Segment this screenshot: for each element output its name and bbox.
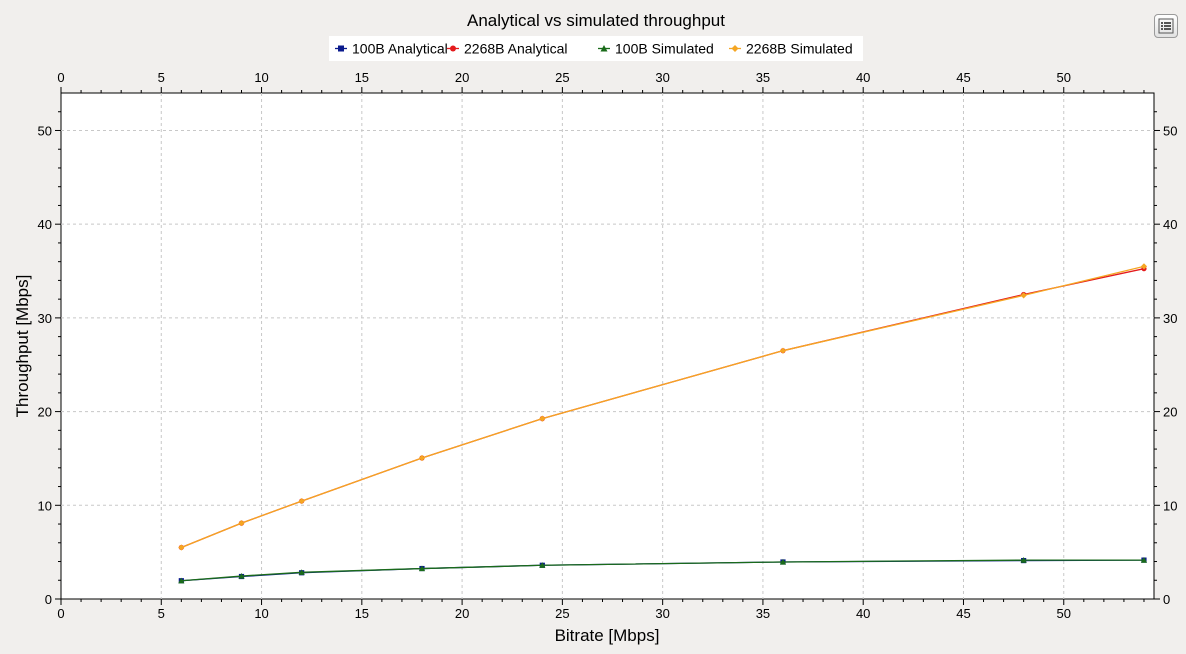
legend-item: 2268B Analytical: [447, 41, 568, 57]
data-point: [539, 415, 546, 422]
x-tick-label-top: 10: [254, 70, 268, 85]
axes: 0055101015152020252530303535404045455050…: [38, 70, 1178, 621]
x-tick-label: 45: [956, 606, 970, 621]
y-tick-label-right: 50: [1163, 123, 1177, 138]
y-axis-label: Throughput [Mbps]: [13, 275, 32, 418]
legend-marker: [600, 45, 608, 52]
x-tick-label-top: 25: [555, 70, 569, 85]
data-point: [178, 544, 185, 551]
data-point: [1140, 263, 1148, 270]
grid-lines: [61, 93, 1154, 599]
data-point: [418, 454, 426, 462]
y-tick-label-right: 20: [1163, 405, 1177, 420]
legend-item: 2268B Simulated: [729, 41, 853, 57]
x-tick-label-top: 0: [57, 70, 64, 85]
data-point: [779, 347, 787, 354]
y-tick-label-right: 10: [1163, 498, 1177, 513]
y-tick-label: 40: [38, 217, 52, 232]
series-line: [181, 559, 1144, 582]
data-point: [178, 577, 185, 584]
x-axis-label: Bitrate [Mbps]: [555, 626, 660, 645]
x-tick-label: 25: [555, 606, 569, 621]
plot-area: [60, 92, 1155, 600]
x-tick-label: 30: [655, 606, 669, 621]
y-tick-label: 0: [45, 592, 52, 607]
series-4: [178, 263, 1148, 551]
legend-label: 100B Simulated: [615, 41, 714, 57]
legend-marker: [731, 45, 739, 52]
data-point: [1140, 557, 1148, 563]
x-tick-label: 35: [756, 606, 770, 621]
x-tick-label: 10: [254, 606, 268, 621]
x-tick-label-top: 45: [956, 70, 970, 85]
list-icon: [1158, 18, 1174, 34]
x-tick-label-top: 30: [655, 70, 669, 85]
x-tick-label: 5: [158, 606, 165, 621]
data-point: [238, 520, 245, 527]
x-tick-label: 0: [57, 606, 64, 621]
y-tick-label: 50: [38, 123, 52, 138]
data-point: [779, 558, 787, 565]
x-tick-label-top: 40: [856, 70, 870, 85]
legend-label: 100B Analytical: [352, 41, 448, 57]
x-tick-label-top: 20: [455, 70, 469, 85]
data-point: [298, 569, 305, 575]
data-point: [1020, 292, 1027, 299]
y-tick-label-right: 30: [1163, 311, 1177, 326]
x-tick-label-top: 5: [158, 70, 165, 85]
chart-title: Analytical vs simulated throughput: [467, 11, 725, 30]
data-point: [1020, 557, 1027, 563]
x-tick-label: 15: [355, 606, 369, 621]
legend: 100B Analytical 2268B Analytical 100B Simu…: [329, 36, 863, 61]
y-tick-label-right: 0: [1163, 592, 1170, 607]
data-point: [539, 562, 546, 568]
y-tick-label: 30: [38, 311, 52, 326]
y-tick-label: 20: [38, 405, 52, 420]
chart-menu-button[interactable]: [1154, 14, 1178, 38]
x-tick-label-top: 15: [355, 70, 369, 85]
x-tick-label: 20: [455, 606, 469, 621]
series-3: [178, 557, 1148, 584]
data-point: [238, 572, 245, 579]
legend-marker: [338, 45, 344, 52]
x-tick-label: 40: [856, 606, 870, 621]
legend-label: 2268B Analytical: [464, 41, 568, 57]
legend-marker: [450, 45, 456, 52]
legend-item: 100B Analytical: [335, 41, 448, 57]
y-tick-label: 10: [38, 498, 52, 513]
legend-label: 2268B Simulated: [746, 41, 853, 57]
legend-item: 100B Simulated: [598, 41, 714, 57]
series-line: [181, 265, 1145, 549]
x-tick-label: 50: [1057, 606, 1071, 621]
data-point: [298, 497, 305, 505]
series-group: [178, 263, 1148, 584]
legend-box: [329, 36, 863, 61]
data-point: [418, 565, 426, 572]
x-tick-label-top: 35: [756, 70, 770, 85]
y-tick-label-right: 40: [1163, 217, 1177, 232]
x-tick-label-top: 50: [1057, 70, 1071, 85]
